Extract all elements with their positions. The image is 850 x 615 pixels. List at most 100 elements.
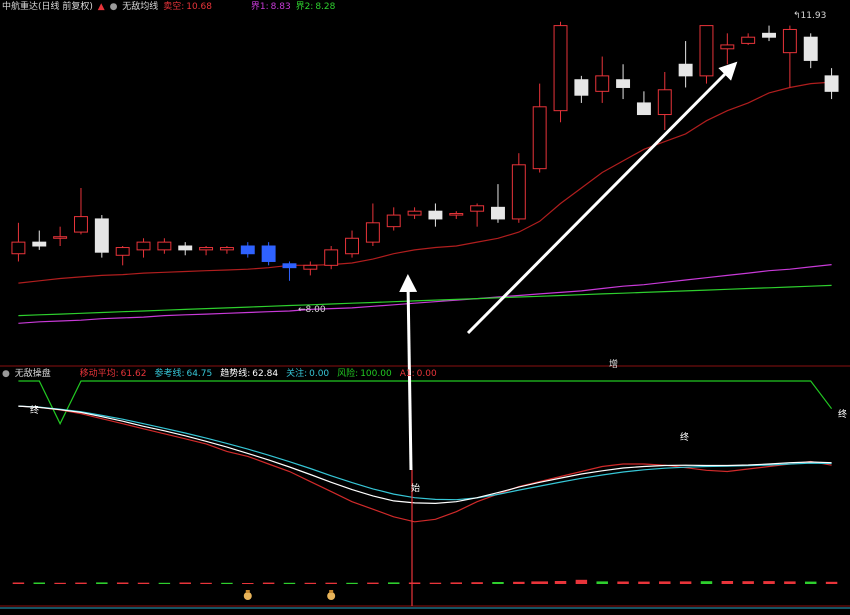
low-price-label: ←8.00 <box>298 305 326 315</box>
volume-bar <box>387 582 400 584</box>
candle-up <box>74 216 88 233</box>
volume-bar <box>679 581 692 584</box>
money-bag-icon <box>243 590 252 600</box>
candle-up <box>115 247 130 256</box>
volume-bar <box>242 583 254 584</box>
candle-up <box>53 236 68 239</box>
moving-average-line <box>18 405 832 523</box>
indicator-values: 移动平均: 61.62 参考线: 64.75 趋势线: 62.84 关注: 0.00 风险: 10… <box>80 369 445 379</box>
candle-up <box>11 241 26 255</box>
volume-bar <box>659 581 671 584</box>
candle-up <box>595 75 610 92</box>
candle-down <box>616 79 631 88</box>
sub-indicator-name: 无敌操盘 <box>14 369 51 379</box>
ma-mid-line <box>18 264 832 324</box>
money-bag-body <box>243 592 252 600</box>
increase-marker: 增 <box>609 360 619 370</box>
low-price-value: 8.00 <box>305 305 326 315</box>
volume-bar <box>742 581 754 584</box>
volume-bar <box>450 582 463 584</box>
candle-down <box>178 245 193 251</box>
volume-bar <box>54 582 66 584</box>
high-price-value: 11.93 <box>800 11 827 21</box>
volume-bar <box>804 581 817 584</box>
indicator-label: 参考线: <box>154 369 185 379</box>
volume-bar <box>96 582 108 584</box>
top-header: 中航重达(日线 前复权) ▲ ● 无敌均线 卖空: 10.68 界1: 8.83 界… <box>2 1 337 13</box>
indicator-value-item: A1: 0.00 <box>400 369 439 379</box>
volume-bar <box>200 582 212 584</box>
volume-bar <box>116 582 129 584</box>
candle-down <box>32 241 47 247</box>
bound2-label: 界2: <box>295 2 314 12</box>
volume-bar <box>75 582 87 584</box>
volume-bar <box>492 582 504 584</box>
money-bag-neck <box>245 590 250 593</box>
candle-down <box>261 245 276 262</box>
candle-up <box>324 249 339 266</box>
candle-up <box>511 164 526 220</box>
money-bag-icon <box>327 590 336 600</box>
volume-bar <box>325 582 337 584</box>
indicator-value-item: 风险: 100.00 <box>337 369 394 379</box>
high-price-label: ↰11.93 <box>793 11 827 21</box>
indicator-label: A1: <box>399 369 415 379</box>
candle-up <box>657 89 672 116</box>
indicator-value: 0.00 <box>309 369 330 379</box>
start-marker: 始 <box>411 484 421 494</box>
indicator-value: 64.75 <box>186 369 213 379</box>
end-marker: 终 <box>838 410 848 420</box>
indicator-value-item: 参考线: 64.75 <box>154 369 214 379</box>
candle-down <box>824 75 839 92</box>
candle-down <box>762 32 776 38</box>
candle-down <box>282 263 297 269</box>
candle-down <box>636 102 651 116</box>
candle-up <box>303 264 318 270</box>
volume-bar <box>531 581 549 584</box>
candle-up <box>345 237 359 255</box>
money-bag-neck <box>329 590 334 593</box>
candle-up <box>219 247 234 251</box>
indicator-value: 62.84 <box>252 369 279 379</box>
volume-bar <box>721 581 734 584</box>
volume-bar <box>12 582 25 584</box>
settings-dot-icon[interactable]: ● <box>109 2 118 12</box>
volume-bar <box>367 582 379 584</box>
trend-line <box>18 405 832 505</box>
volume-bar <box>784 581 796 584</box>
bound1-label: 界1: <box>250 2 269 12</box>
volume-bar <box>825 581 838 584</box>
volume-bar <box>617 581 629 584</box>
candle-up <box>449 213 464 216</box>
volume-bar <box>513 581 525 584</box>
indicator-label: 移动平均: <box>79 369 119 379</box>
volume-bar <box>221 582 233 584</box>
volume-bar <box>346 582 358 584</box>
candle-up <box>782 28 797 54</box>
volume-bar <box>283 582 296 584</box>
indicator-label: 关注: <box>286 369 308 379</box>
volume-bar <box>575 579 588 584</box>
volume-bar <box>408 582 421 584</box>
candle-up <box>720 44 735 50</box>
end-marker: 终 <box>680 433 690 443</box>
main-indicator-name: 无敌均线 <box>122 2 159 12</box>
indicator-label: 趋势线: <box>220 369 251 379</box>
indicator-value: 0.00 <box>416 369 437 379</box>
indicator-value-item: 移动平均: 61.62 <box>80 369 149 379</box>
reference-line <box>18 405 832 501</box>
candle-up <box>553 25 568 112</box>
money-bag-body <box>327 592 336 600</box>
candle-down <box>491 206 505 220</box>
candle-down <box>678 63 693 77</box>
up-arrow-icon: ▲ <box>97 2 105 12</box>
volume-bar <box>638 581 650 584</box>
ma-short-line <box>18 81 832 284</box>
settings-dot-icon[interactable]: ● <box>2 369 10 379</box>
volume-bar <box>137 582 150 584</box>
candle-up <box>470 205 485 212</box>
volume-bar <box>158 582 171 584</box>
indicator-value: 61.62 <box>120 369 147 379</box>
candle-down <box>94 218 109 253</box>
